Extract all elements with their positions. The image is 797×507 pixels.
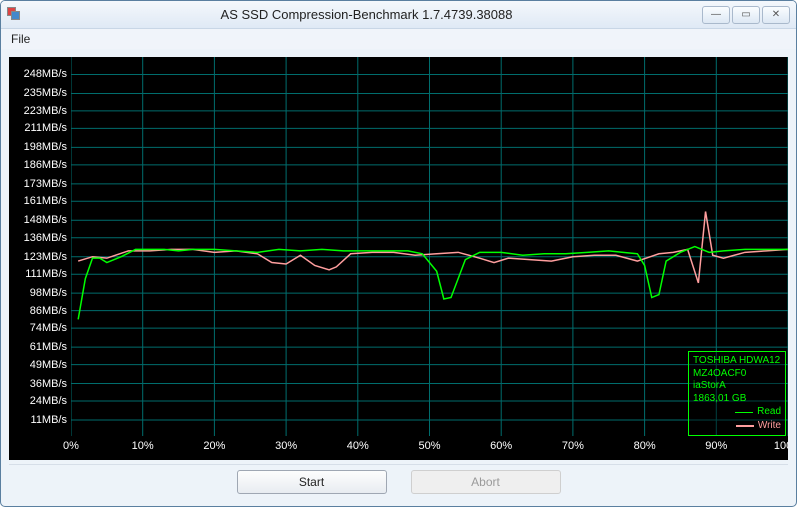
legend-write-dash: [736, 425, 754, 427]
chart-area: 11MB/s 24MB/s 36MB/s 49MB/s 61MB/s 74MB/s 86MB…: [9, 57, 788, 460]
y-tick-label: 136MB/s: [24, 232, 67, 244]
y-tick-label: 173MB/s: [24, 178, 67, 190]
x-tick-label: 80%: [634, 440, 656, 452]
x-tick-label: 40%: [347, 440, 369, 452]
x-tick-label: 100%: [774, 440, 788, 452]
y-tick-label: 148MB/s: [24, 214, 67, 226]
x-tick-label: 20%: [203, 440, 225, 452]
client-area: 11MB/s 24MB/s 36MB/s 49MB/s 61MB/s 74MB/s 86MB…: [1, 49, 796, 506]
legend-info-line: 1863,01 GB: [693, 393, 781, 406]
chart-plot: [71, 57, 788, 436]
y-tick-label: 36MB/s: [30, 378, 67, 390]
x-tick-label: 10%: [132, 440, 154, 452]
legend-read-dash: [735, 412, 753, 414]
legend-box: TOSHIBA HDWA12MZ4OACF0iaStorA1863,01 GB …: [688, 351, 786, 436]
y-tick-label: 223MB/s: [24, 105, 67, 117]
app-window: AS SSD Compression-Benchmark 1.7.4739.38…: [0, 0, 797, 507]
legend-write-label: Write: [758, 420, 781, 433]
abort-button[interactable]: Abort: [411, 470, 561, 494]
title-bar[interactable]: AS SSD Compression-Benchmark 1.7.4739.38…: [1, 1, 796, 29]
app-icon: [7, 7, 23, 23]
maximize-button[interactable]: ▭: [732, 6, 760, 24]
window-title: AS SSD Compression-Benchmark 1.7.4739.38…: [31, 7, 702, 22]
x-tick-label: 60%: [490, 440, 512, 452]
x-tick-label: 0%: [63, 440, 79, 452]
y-tick-label: 198MB/s: [24, 141, 67, 153]
y-tick-label: 123MB/s: [24, 251, 67, 263]
legend-info-line: iaStorA: [693, 380, 781, 393]
y-tick-label: 248MB/s: [24, 68, 67, 80]
y-tick-label: 235MB/s: [24, 87, 67, 99]
x-tick-label: 70%: [562, 440, 584, 452]
start-button[interactable]: Start: [237, 470, 387, 494]
legend-write-row: Write: [693, 420, 781, 433]
y-tick-label: 111MB/s: [25, 268, 67, 280]
legend-device-info: TOSHIBA HDWA12MZ4OACF0iaStorA1863,01 GB: [693, 355, 781, 405]
y-tick-label: 186MB/s: [24, 159, 67, 171]
button-bar: Start Abort: [9, 464, 788, 498]
x-tick-label: 90%: [705, 440, 727, 452]
x-tick-label: 30%: [275, 440, 297, 452]
y-tick-label: 11MB/s: [31, 414, 67, 426]
y-axis-labels: 11MB/s 24MB/s 36MB/s 49MB/s 61MB/s 74MB/s 86MB…: [9, 57, 71, 436]
y-tick-label: 61MB/s: [30, 341, 67, 353]
y-tick-label: 86MB/s: [30, 305, 67, 317]
legend-read-row: Read: [693, 406, 781, 419]
y-tick-label: 49MB/s: [30, 359, 67, 371]
y-tick-label: 211MB/s: [24, 122, 67, 134]
y-tick-label: 161MB/s: [24, 195, 67, 207]
window-controls: — ▭ ✕: [702, 6, 790, 24]
menu-file[interactable]: File: [5, 30, 36, 48]
y-tick-label: 98MB/s: [30, 287, 67, 299]
close-button[interactable]: ✕: [762, 6, 790, 24]
minimize-button[interactable]: —: [702, 6, 730, 24]
x-tick-label: 50%: [418, 440, 440, 452]
legend-info-line: MZ4OACF0: [693, 368, 781, 381]
menu-bar: File: [1, 29, 796, 49]
y-tick-label: 24MB/s: [30, 395, 67, 407]
legend-info-line: TOSHIBA HDWA12: [693, 355, 781, 368]
x-axis-labels: 0%10%20%30%40%50%60%70%80%90%100%: [71, 440, 788, 458]
y-tick-label: 74MB/s: [30, 322, 67, 334]
chart-svg: [71, 57, 788, 436]
legend-read-label: Read: [757, 406, 781, 419]
